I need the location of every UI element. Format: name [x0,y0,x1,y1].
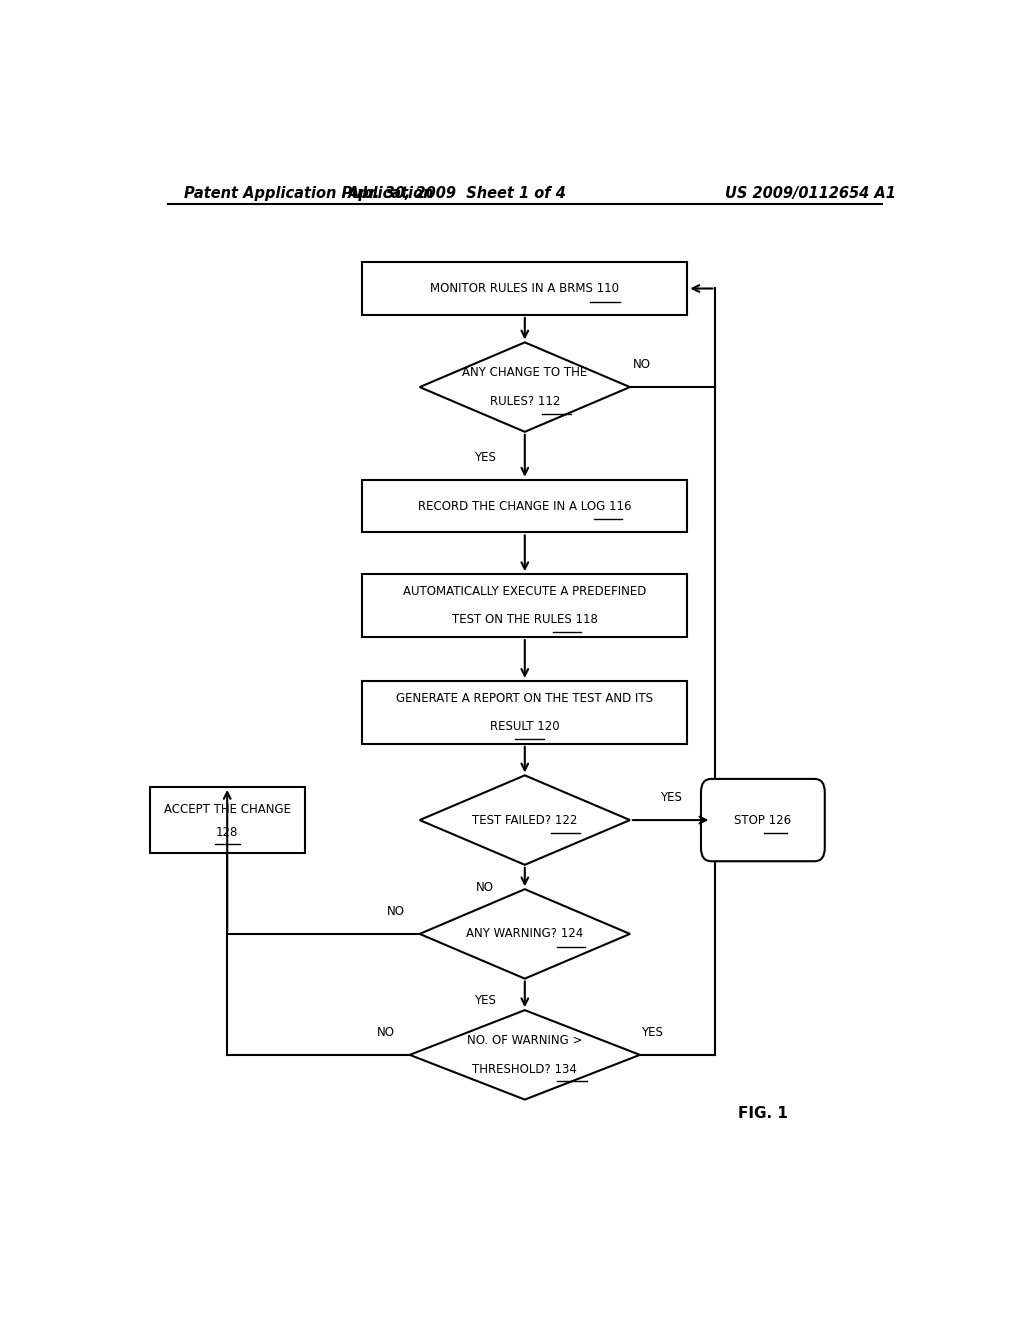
Text: RESULT 120: RESULT 120 [490,721,559,733]
Text: US 2009/0112654 A1: US 2009/0112654 A1 [725,186,896,202]
Text: ACCEPT THE CHANGE: ACCEPT THE CHANGE [164,804,291,816]
Text: Patent Application Publication: Patent Application Publication [183,186,433,202]
Text: ANY CHANGE TO THE: ANY CHANGE TO THE [462,367,588,379]
Text: NO: NO [476,880,495,894]
Polygon shape [420,775,630,865]
Text: YES: YES [474,450,496,463]
FancyBboxPatch shape [362,263,687,315]
Polygon shape [410,1010,640,1100]
Text: TEST ON THE RULES 118: TEST ON THE RULES 118 [452,614,598,627]
Text: YES: YES [641,1026,663,1039]
Text: RECORD THE CHANGE IN A LOG 116: RECORD THE CHANGE IN A LOG 116 [418,499,632,512]
Text: YES: YES [474,994,496,1007]
FancyBboxPatch shape [362,681,687,744]
Text: NO. OF WARNING >: NO. OF WARNING > [467,1034,583,1047]
Text: Apr. 30, 2009  Sheet 1 of 4: Apr. 30, 2009 Sheet 1 of 4 [348,186,566,202]
Text: THRESHOLD? 134: THRESHOLD? 134 [472,1063,578,1076]
Text: TEST FAILED? 122: TEST FAILED? 122 [472,813,578,826]
FancyBboxPatch shape [362,574,687,638]
Text: RULES? 112: RULES? 112 [489,395,560,408]
FancyBboxPatch shape [701,779,824,861]
Text: STOP 126: STOP 126 [734,813,792,826]
Text: FIG. 1: FIG. 1 [738,1106,787,1121]
FancyBboxPatch shape [150,787,304,853]
FancyBboxPatch shape [362,479,687,532]
Text: YES: YES [659,791,682,804]
Text: ANY WARNING? 124: ANY WARNING? 124 [466,928,584,940]
Text: NO: NO [633,358,651,371]
Text: GENERATE A REPORT ON THE TEST AND ITS: GENERATE A REPORT ON THE TEST AND ITS [396,692,653,705]
Polygon shape [420,890,630,978]
Text: AUTOMATICALLY EXECUTE A PREDEFINED: AUTOMATICALLY EXECUTE A PREDEFINED [403,585,646,598]
Text: MONITOR RULES IN A BRMS 110: MONITOR RULES IN A BRMS 110 [430,282,620,294]
Polygon shape [420,342,630,432]
Text: NO: NO [377,1026,395,1039]
Text: NO: NO [387,906,404,917]
Text: 128: 128 [216,826,239,838]
